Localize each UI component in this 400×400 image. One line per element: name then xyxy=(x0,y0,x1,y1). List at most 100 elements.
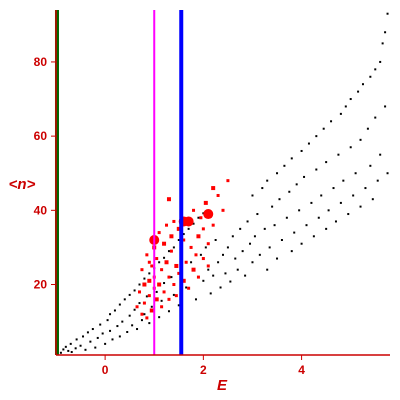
data-point-black xyxy=(364,187,367,190)
data-point-black xyxy=(357,90,360,93)
data-point-black xyxy=(253,235,256,238)
data-point-black xyxy=(369,75,372,78)
data-point-black xyxy=(352,194,355,197)
data-point-red xyxy=(135,305,139,309)
data-point-black xyxy=(226,246,229,249)
data-point-black xyxy=(261,187,264,190)
data-point-black xyxy=(118,303,121,306)
y-tick-label: 80 xyxy=(34,55,48,69)
data-point-black xyxy=(246,220,249,223)
data-point-black xyxy=(89,340,92,343)
data-point-red xyxy=(166,197,171,202)
data-point-black xyxy=(332,187,335,190)
data-point-red xyxy=(211,223,215,227)
data-point-red xyxy=(181,278,186,283)
data-point-red xyxy=(157,282,162,287)
data-point-black xyxy=(150,305,153,308)
data-point-black xyxy=(339,201,342,204)
data-point-black xyxy=(376,179,379,182)
data-point-black xyxy=(327,209,330,212)
y-tick-label: 60 xyxy=(34,129,48,143)
points-layer xyxy=(59,12,389,354)
data-point-red xyxy=(177,271,181,275)
data-point-black xyxy=(315,168,318,171)
data-point-black xyxy=(359,138,362,141)
data-point-red xyxy=(176,226,181,231)
data-point-black xyxy=(116,325,119,328)
data-point-black xyxy=(239,227,242,230)
data-point-red xyxy=(142,301,146,305)
data-point-black xyxy=(217,261,220,264)
data-point-red xyxy=(191,267,196,272)
data-point-black xyxy=(381,42,384,45)
data-point-black xyxy=(266,179,269,182)
data-point-black xyxy=(258,253,261,256)
data-point-black xyxy=(325,161,328,164)
data-point-black xyxy=(194,298,197,301)
data-point-red xyxy=(140,312,144,316)
data-point-black xyxy=(273,224,276,227)
x-axis-title: E xyxy=(217,377,228,394)
data-point-black xyxy=(384,31,387,34)
data-point-black xyxy=(354,172,357,175)
data-point-black xyxy=(167,310,170,313)
data-point-black xyxy=(263,227,266,230)
data-point-red xyxy=(194,253,198,257)
data-point-black xyxy=(271,205,274,208)
data-point-black xyxy=(290,157,293,160)
data-point-black xyxy=(229,280,232,283)
data-point-black xyxy=(94,346,97,349)
data-point-black xyxy=(190,261,193,264)
data-point-black xyxy=(366,127,369,130)
data-point-black xyxy=(163,282,166,285)
data-point-black xyxy=(300,242,303,245)
data-point-red xyxy=(174,294,178,298)
data-point-black xyxy=(219,286,222,289)
data-point-black xyxy=(70,351,73,354)
data-point-red xyxy=(167,297,171,301)
data-point-black xyxy=(280,239,283,241)
data-point-red xyxy=(169,234,174,239)
data-point-red xyxy=(172,219,176,223)
data-point-red xyxy=(187,286,191,290)
data-point-black xyxy=(276,172,279,175)
data-point-red xyxy=(206,264,210,268)
data-point-red xyxy=(162,241,167,246)
data-point-black xyxy=(214,239,217,241)
data-point-black xyxy=(374,68,377,71)
data-point-black xyxy=(104,342,107,345)
data-point-red xyxy=(140,268,144,272)
data-point-red xyxy=(201,257,205,261)
data-point-black xyxy=(298,209,301,212)
data-point-black xyxy=(334,220,337,223)
data-point-black xyxy=(315,135,318,138)
data-point-black xyxy=(99,323,102,326)
data-point-black xyxy=(312,235,315,238)
vertical-lines xyxy=(54,10,184,355)
data-point-black xyxy=(118,335,121,338)
data-point-black xyxy=(307,142,310,145)
data-point-red xyxy=(221,208,225,212)
data-point-black xyxy=(170,276,173,279)
data-point-black xyxy=(268,246,271,249)
data-point-black xyxy=(317,216,320,219)
x-tick-label: 0 xyxy=(102,363,109,377)
data-point-black xyxy=(128,293,131,296)
data-point-black xyxy=(101,332,104,335)
data-point-red xyxy=(199,216,203,220)
data-point-black xyxy=(126,331,129,333)
data-point-red xyxy=(147,294,151,298)
data-point-black xyxy=(361,83,364,86)
data-point-black xyxy=(234,257,237,260)
data-point-red xyxy=(206,242,210,246)
data-point-red xyxy=(182,238,186,242)
data-point-large xyxy=(203,209,214,220)
data-point-black xyxy=(158,261,161,264)
data-point-red xyxy=(203,200,208,205)
data-point-red xyxy=(145,253,149,257)
y-tick-label: 40 xyxy=(34,203,48,217)
data-point-black xyxy=(241,250,244,253)
data-point-red xyxy=(196,275,200,279)
data-point-black xyxy=(138,302,141,305)
data-point-black xyxy=(295,183,298,186)
